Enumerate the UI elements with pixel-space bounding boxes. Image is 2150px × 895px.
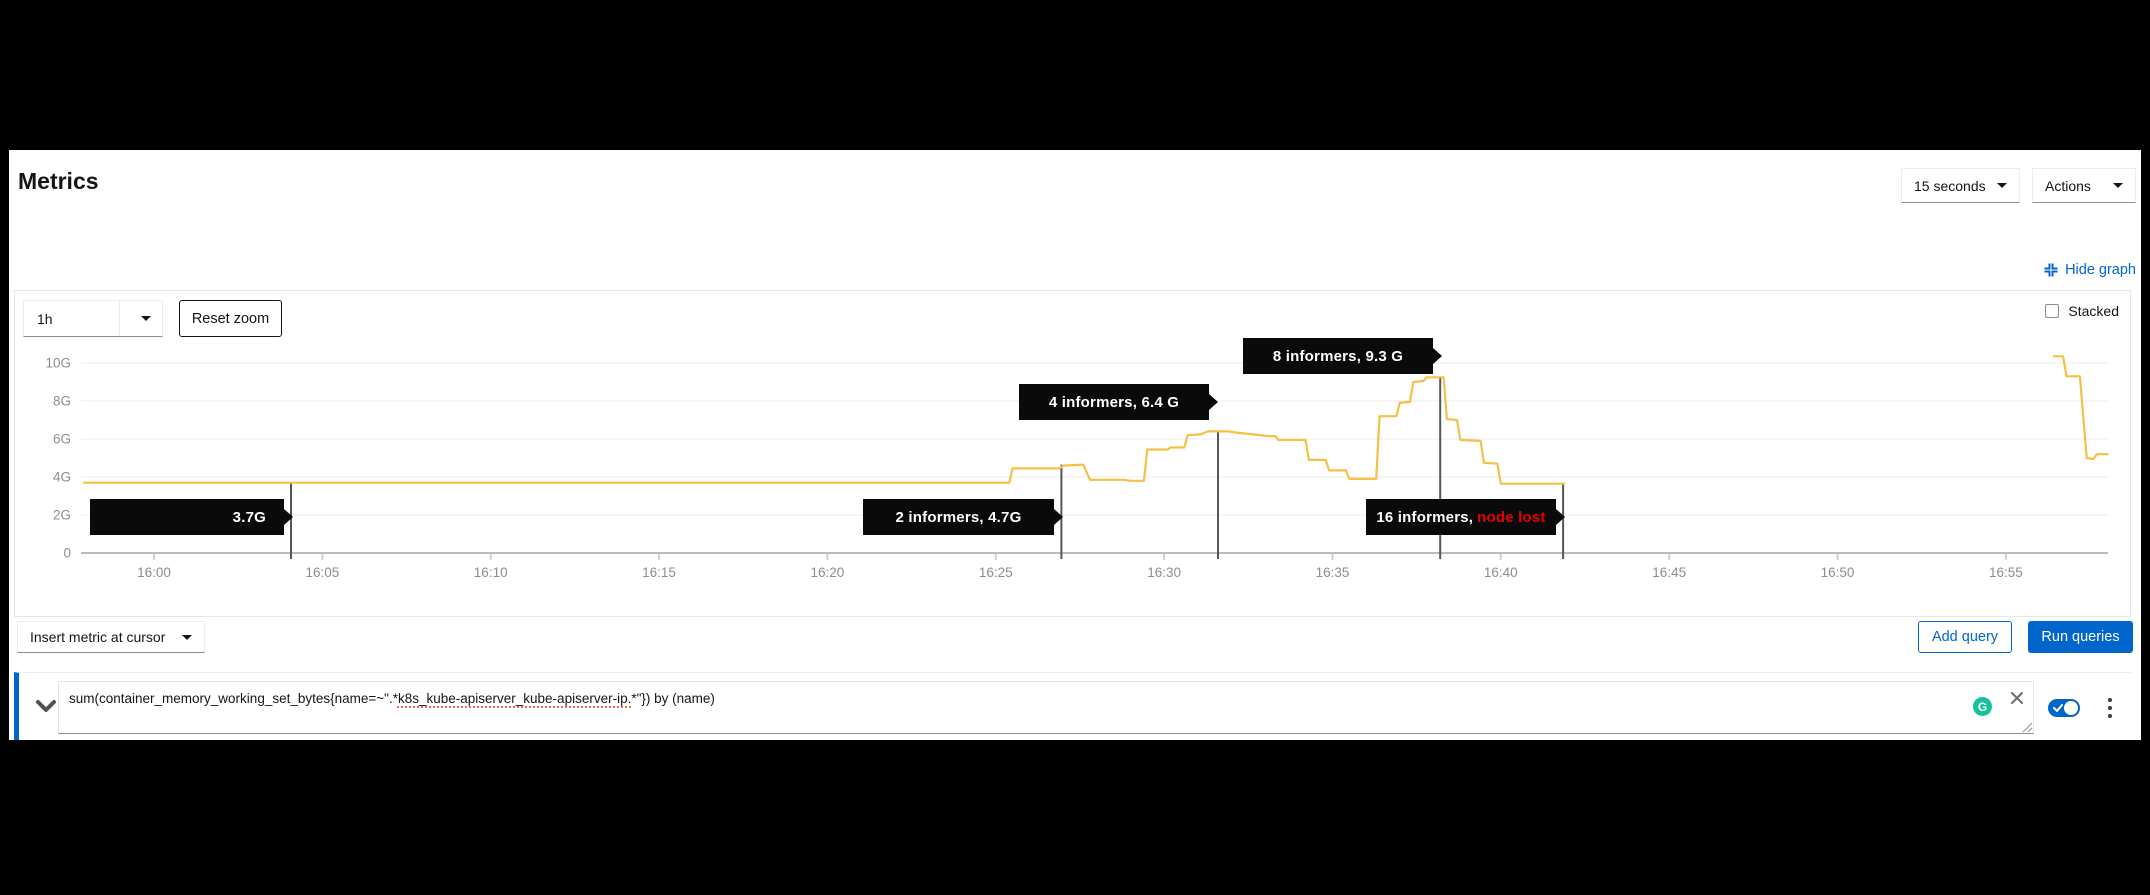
x-tick-label: 16:10 (474, 565, 508, 580)
dropdown-toggle (119, 301, 162, 336)
chart-annotation-callout: 4 informers, 6.4 G (1019, 384, 1218, 420)
y-tick-label: 10G (45, 356, 71, 371)
chart-annotation-callout: 8 informers, 9.3 G (1243, 338, 1442, 374)
x-tick-label: 16:20 (811, 565, 845, 580)
query-row: sum(container_memory_working_set_bytes{n… (14, 672, 2131, 740)
reset-zoom-button[interactable]: Reset zoom (179, 300, 282, 337)
x-tick-label: 16:30 (1147, 565, 1181, 580)
hide-graph-label: Hide graph (2065, 262, 2136, 278)
stacked-label: Stacked (2068, 303, 2119, 319)
x-tick-label: 16:15 (642, 565, 676, 580)
refresh-interval-value: 15 seconds (1914, 177, 1986, 194)
page-title: Metrics (18, 168, 99, 194)
metrics-chart[interactable]: 0 2G 4G 6G 8G 10G 16:00 16:05 16:10 16:15 16:20 16:… (15, 331, 2132, 616)
y-tick-label: 4G (53, 470, 71, 485)
chevron-down-icon (36, 700, 56, 712)
check-icon (2053, 704, 2063, 712)
kebab-menu-icon[interactable] (2103, 697, 2117, 719)
time-range-value: 1h (37, 310, 53, 327)
metric-line-series (2053, 355, 2109, 461)
chart-annotation-callout: 2 informers, 4.7G (863, 499, 1063, 535)
callout-arrow (284, 509, 293, 525)
add-query-button[interactable]: Add query (1918, 621, 2012, 653)
y-tick-label: 6G (53, 432, 71, 447)
run-queries-button[interactable]: Run queries (2028, 621, 2133, 653)
graph-card: 1h Reset zoom Stacked 0 2G 4G 6G 8G 10G 16:00 1… (14, 290, 2131, 617)
close-icon[interactable] (2009, 690, 2025, 706)
x-tick-label: 16:35 (1316, 565, 1350, 580)
stacked-checkbox[interactable] (2045, 304, 2060, 318)
caret-down-icon (2113, 183, 2123, 188)
caret-down-icon (1997, 183, 2007, 188)
insert-metric-label: Insert metric at cursor (30, 629, 166, 645)
x-tick-label: 16:40 (1484, 565, 1518, 580)
y-tick-label: 8G (53, 394, 71, 409)
caret-down-icon (182, 634, 192, 640)
metric-line-series (83, 376, 1565, 485)
x-tick-label: 16:50 (1821, 565, 1855, 580)
x-tick-label: 16:25 (979, 565, 1013, 580)
time-range-dropdown[interactable]: 1h (23, 300, 163, 337)
query-expander-button[interactable] (35, 697, 57, 715)
callout-arrow (1209, 394, 1218, 410)
x-tick-label: 16:45 (1652, 565, 1686, 580)
query-text-misspelled: k8s_kube-apiserver_kube-apiserver-ip. (397, 691, 632, 706)
x-tick-label: 16:00 (137, 565, 171, 580)
query-text-prefix: sum(container_memory_working_set_bytes{n… (69, 691, 398, 706)
callout-arrow (1556, 509, 1565, 525)
actions-label: Actions (2045, 177, 2091, 194)
actions-dropdown[interactable]: Actions (2032, 168, 2136, 203)
caret-down-icon (141, 316, 151, 321)
chart-annotation-callout: 16 informers, node lost (1366, 499, 1565, 535)
chart-annotation-callout: 3.7G (90, 499, 293, 535)
query-text-suffix: *"}) by (name) (631, 691, 715, 706)
refresh-interval-dropdown[interactable]: 15 seconds (1901, 168, 2020, 203)
y-tick-label: 2G (53, 508, 71, 523)
toggle-knob (2064, 701, 2078, 715)
query-input[interactable]: sum(container_memory_working_set_bytes{n… (58, 681, 2034, 734)
metric-chart-svg: 0 2G 4G 6G 8G 10G 16:00 16:05 16:10 16:15 16:20 16:… (45, 355, 2109, 580)
stacked-control: Stacked (2045, 303, 2119, 319)
x-tick-label: 16:55 (1989, 565, 2023, 580)
x-tick-label: 16:05 (306, 565, 340, 580)
textarea-resize-handle[interactable] (2021, 720, 2033, 733)
callout-arrow (1433, 348, 1442, 364)
y-tick-label: 0 (63, 546, 71, 561)
compress-icon (2044, 263, 2058, 277)
query-enabled-toggle[interactable] (2048, 699, 2080, 717)
grammarly-icon[interactable]: G (1973, 697, 1992, 716)
hide-graph-link[interactable]: Hide graph (2044, 260, 2136, 280)
callout-arrow (1054, 509, 1063, 525)
metrics-page: Metrics 15 seconds Actions Hide graph (9, 150, 2141, 740)
insert-metric-dropdown[interactable]: Insert metric at cursor (17, 621, 205, 653)
